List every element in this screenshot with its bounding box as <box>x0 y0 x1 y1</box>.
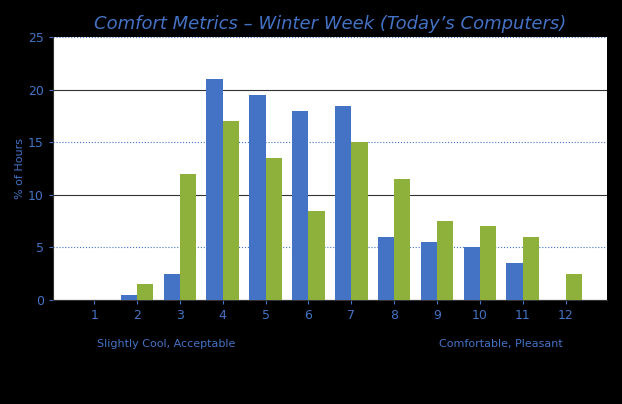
Bar <box>565 274 582 300</box>
Bar <box>223 121 239 300</box>
Bar <box>164 274 180 300</box>
Bar <box>292 111 309 300</box>
Bar <box>394 179 411 300</box>
Y-axis label: % of Hours: % of Hours <box>15 138 25 199</box>
Bar <box>351 142 368 300</box>
Bar <box>420 242 437 300</box>
Bar <box>522 237 539 300</box>
Bar <box>463 248 480 300</box>
Bar <box>335 105 351 300</box>
Bar <box>121 295 137 300</box>
Bar <box>378 237 394 300</box>
Text: Slightly Cool, Acceptable: Slightly Cool, Acceptable <box>97 339 235 349</box>
Bar <box>207 79 223 300</box>
Text: Comfortable, Pleasant: Comfortable, Pleasant <box>439 339 563 349</box>
Bar <box>137 284 153 300</box>
Bar <box>506 263 522 300</box>
Bar <box>480 227 496 300</box>
Bar <box>266 158 282 300</box>
Bar <box>309 211 325 300</box>
Bar <box>437 221 453 300</box>
Title: Comfort Metrics – Winter Week (Today’s Computers): Comfort Metrics – Winter Week (Today’s C… <box>94 15 566 33</box>
Bar <box>180 174 196 300</box>
Bar <box>249 95 266 300</box>
